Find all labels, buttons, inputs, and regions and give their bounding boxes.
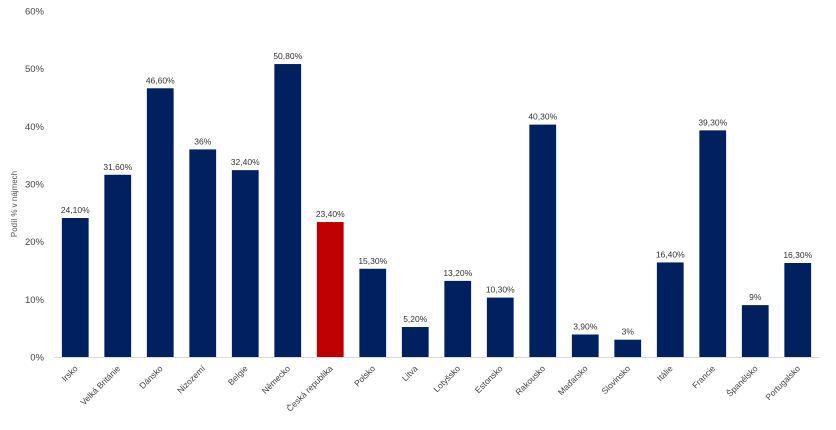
- data-label: 9%: [749, 292, 762, 302]
- bar: [359, 268, 387, 357]
- category-label: Irsko: [60, 363, 80, 383]
- bar: [274, 64, 302, 357]
- data-label: 46,60%: [146, 75, 175, 85]
- bar: [699, 130, 727, 357]
- y-tick-label: 10%: [25, 295, 45, 306]
- data-label: 23,40%: [316, 209, 345, 219]
- data-label: 24,10%: [61, 205, 90, 215]
- category-label: Německo: [260, 363, 293, 396]
- data-label: 36%: [194, 136, 211, 146]
- category-label: Dánsko: [137, 363, 165, 391]
- data-label: 16,40%: [656, 249, 685, 259]
- bar: [444, 280, 472, 357]
- category-label: Maďarsko: [556, 363, 590, 397]
- y-tick-label: 40%: [25, 122, 45, 133]
- category-label: Španělsko: [725, 363, 760, 398]
- data-label: 5,20%: [403, 314, 428, 324]
- category-label: Francie: [690, 363, 717, 390]
- data-labels: 24,10% 31,60% 46,60% 36% 32,40% 50,80% 23,40% 1…: [61, 51, 813, 337]
- category-label: Polsko: [352, 363, 377, 388]
- bars: [61, 64, 812, 358]
- category-label: Česká republika: [284, 363, 334, 413]
- bar: [316, 222, 344, 357]
- y-tick-label: 60%: [25, 7, 45, 18]
- data-label: 3%: [622, 327, 635, 337]
- y-tick-label: 20%: [25, 237, 45, 248]
- y-axis-ticks: 0% 10% 20% 30% 40% 50% 60%: [25, 7, 45, 364]
- data-label: 13,20%: [443, 268, 472, 278]
- category-label: Belgie: [226, 363, 250, 387]
- category-label: Velká Británie: [78, 363, 122, 407]
- data-label: 31,60%: [103, 162, 132, 172]
- bar: [614, 339, 642, 357]
- data-label: 10,30%: [486, 285, 515, 295]
- bar: [784, 263, 812, 357]
- data-label: 32,40%: [231, 157, 260, 167]
- y-tick-label: 50%: [25, 64, 45, 75]
- category-label: Estonsko: [473, 363, 505, 395]
- category-label: Lotyšsko: [431, 363, 462, 394]
- data-label: 16,30%: [783, 250, 812, 260]
- data-label: 15,30%: [358, 256, 387, 266]
- y-tick-label: 0%: [30, 353, 44, 364]
- bar: [61, 218, 89, 357]
- bar: [571, 334, 599, 357]
- bar: [529, 124, 557, 357]
- bar: [146, 88, 174, 358]
- y-axis-title: Podíl % v nájmech: [10, 171, 19, 237]
- bar: [104, 174, 132, 357]
- bar: [189, 149, 217, 357]
- data-label: 3,90%: [573, 322, 598, 332]
- bar: [656, 262, 684, 357]
- bar: [231, 170, 259, 357]
- data-label: 39,30%: [698, 117, 727, 127]
- category-label: Itálie: [655, 363, 675, 383]
- data-label: 50,80%: [273, 51, 302, 61]
- category-label: Slovinsko: [599, 363, 632, 396]
- bar: [486, 297, 514, 357]
- category-label: Rakousko: [513, 363, 547, 397]
- bar: [401, 327, 429, 357]
- category-label: Portugalsko: [763, 363, 802, 402]
- category-label: Litva: [400, 363, 420, 383]
- category-label: Nizozemí: [175, 363, 208, 396]
- data-label: 40,30%: [528, 112, 557, 122]
- y-tick-label: 30%: [25, 180, 45, 191]
- bar: [741, 305, 769, 357]
